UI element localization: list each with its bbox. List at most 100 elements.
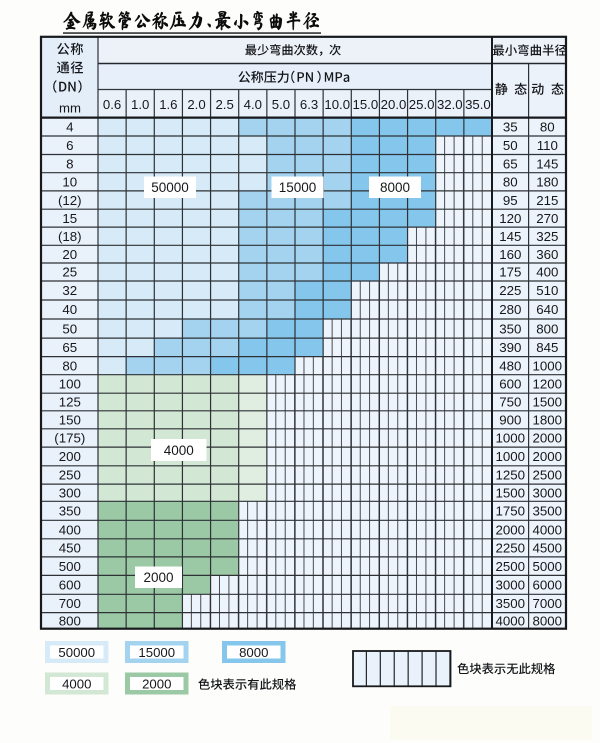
svg-text:500: 500 [59, 559, 81, 574]
svg-text:32.0: 32.0 [437, 97, 463, 112]
svg-text:1200: 1200 [533, 377, 563, 392]
svg-text:mm: mm [59, 100, 81, 115]
svg-text:480: 480 [499, 358, 521, 373]
svg-text:8000: 8000 [380, 180, 410, 195]
svg-text:5.0: 5.0 [272, 97, 290, 112]
svg-text:125: 125 [59, 395, 81, 410]
svg-text:8000: 8000 [239, 645, 268, 660]
svg-text:(18): (18) [58, 229, 82, 244]
svg-text:3500: 3500 [496, 596, 526, 611]
svg-text:145: 145 [499, 229, 521, 244]
svg-text:10.0: 10.0 [324, 97, 350, 112]
svg-text:1500: 1500 [533, 395, 563, 410]
svg-text:400: 400 [59, 522, 81, 537]
svg-text:20.0: 20.0 [381, 97, 407, 112]
svg-text:32: 32 [62, 283, 77, 298]
svg-text:50000: 50000 [58, 645, 95, 660]
svg-text:4000: 4000 [164, 443, 194, 458]
svg-text:4: 4 [66, 120, 73, 135]
svg-text:400: 400 [536, 265, 558, 280]
svg-text:0.6: 0.6 [103, 97, 121, 112]
svg-text:10: 10 [62, 175, 77, 190]
svg-text:1750: 1750 [496, 504, 526, 519]
svg-text:1.0: 1.0 [131, 97, 149, 112]
svg-text:65: 65 [62, 340, 77, 355]
svg-text:2000: 2000 [533, 449, 563, 464]
svg-text:6: 6 [66, 138, 73, 153]
svg-text:1.6: 1.6 [159, 97, 177, 112]
svg-text:40: 40 [62, 302, 77, 317]
svg-text:50: 50 [503, 138, 518, 153]
svg-text:600: 600 [59, 578, 81, 593]
svg-text:180: 180 [536, 175, 558, 190]
svg-text:2500: 2500 [533, 468, 563, 483]
svg-text:280: 280 [499, 302, 521, 317]
svg-text:4000: 4000 [496, 613, 526, 628]
svg-text:15.0: 15.0 [353, 97, 379, 112]
svg-text:450: 450 [59, 541, 81, 556]
svg-text:20: 20 [62, 247, 77, 262]
svg-text:8: 8 [66, 156, 73, 171]
svg-text:2000: 2000 [143, 570, 173, 585]
svg-text:150: 150 [59, 413, 81, 428]
svg-text:15000: 15000 [279, 180, 317, 195]
svg-text:15: 15 [62, 211, 77, 226]
svg-text:15000: 15000 [138, 645, 175, 660]
svg-text:200: 200 [59, 449, 81, 464]
svg-text:(12): (12) [58, 193, 82, 208]
svg-text:2000: 2000 [142, 676, 171, 691]
svg-text:25: 25 [62, 265, 77, 280]
svg-text:600: 600 [499, 377, 521, 392]
svg-text:25.0: 25.0 [409, 97, 435, 112]
svg-text:640: 640 [536, 302, 558, 317]
svg-text:4.0: 4.0 [244, 97, 262, 112]
svg-text:700: 700 [59, 596, 81, 611]
svg-text:6.3: 6.3 [300, 97, 318, 112]
svg-text:(175): (175) [54, 431, 85, 446]
svg-text:2000: 2000 [533, 431, 563, 446]
svg-text:175: 175 [499, 265, 521, 280]
svg-text:1000: 1000 [533, 358, 563, 373]
svg-text:5000: 5000 [533, 559, 563, 574]
svg-text:800: 800 [536, 321, 558, 336]
svg-text:35.0: 35.0 [465, 97, 491, 112]
svg-text:2500: 2500 [496, 559, 526, 574]
svg-text:80: 80 [62, 358, 77, 373]
svg-text:3500: 3500 [533, 504, 563, 519]
svg-text:80: 80 [540, 120, 555, 135]
svg-text:100: 100 [59, 377, 81, 392]
svg-text:3000: 3000 [533, 485, 563, 500]
svg-text:800: 800 [59, 613, 81, 628]
svg-text:1250: 1250 [496, 468, 526, 483]
svg-text:2.5: 2.5 [215, 97, 233, 112]
svg-text:390: 390 [499, 340, 521, 355]
svg-text:8000: 8000 [533, 613, 563, 628]
svg-text:4000: 4000 [533, 522, 563, 537]
svg-text:900: 900 [499, 413, 521, 428]
svg-text:350: 350 [499, 321, 521, 336]
svg-text:4500: 4500 [533, 541, 563, 556]
svg-text:145: 145 [536, 156, 558, 171]
svg-text:35: 35 [503, 120, 518, 135]
svg-text:2000: 2000 [496, 522, 526, 537]
svg-text:110: 110 [537, 138, 558, 153]
svg-text:7000: 7000 [533, 596, 563, 611]
svg-text:360: 360 [536, 247, 558, 262]
svg-text:80: 80 [503, 175, 518, 190]
svg-text:270: 270 [536, 211, 558, 226]
svg-text:160: 160 [499, 247, 521, 262]
svg-text:95: 95 [503, 193, 518, 208]
svg-text:65: 65 [503, 156, 518, 171]
svg-text:325: 325 [536, 229, 558, 244]
svg-text:350: 350 [59, 504, 81, 519]
svg-text:50: 50 [62, 321, 77, 336]
svg-text:300: 300 [59, 485, 81, 500]
svg-text:225: 225 [499, 283, 521, 298]
svg-text:750: 750 [499, 395, 521, 410]
svg-text:1500: 1500 [496, 485, 526, 500]
svg-text:1800: 1800 [533, 413, 563, 428]
svg-text:4000: 4000 [62, 676, 91, 691]
svg-text:1000: 1000 [496, 449, 526, 464]
svg-text:50000: 50000 [151, 180, 189, 195]
svg-text:3000: 3000 [496, 578, 526, 593]
